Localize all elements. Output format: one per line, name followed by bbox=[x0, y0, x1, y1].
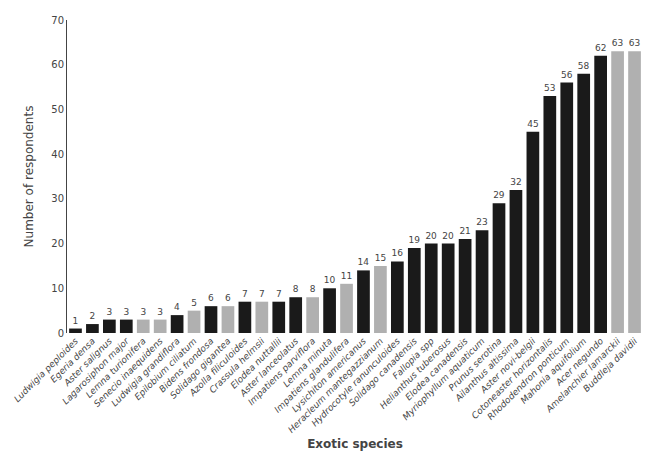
svg-text:60: 60 bbox=[51, 59, 64, 70]
svg-text:40: 40 bbox=[51, 149, 64, 160]
svg-text:3: 3 bbox=[140, 307, 146, 317]
svg-text:23: 23 bbox=[476, 217, 487, 227]
svg-text:Solidago gigantea: Solidago gigantea bbox=[168, 336, 233, 401]
svg-text:20: 20 bbox=[442, 231, 454, 241]
svg-text:Ailanthus altissima: Ailanthus altissima bbox=[453, 336, 521, 404]
svg-text:7: 7 bbox=[276, 289, 282, 299]
svg-text:3: 3 bbox=[123, 307, 129, 317]
svg-text:Hydrocotyle ranunculoides: Hydrocotyle ranunculoides bbox=[310, 336, 403, 429]
svg-text:Lysichiton americanus: Lysichiton americanus bbox=[290, 336, 368, 414]
svg-text:10: 10 bbox=[324, 275, 336, 285]
svg-text:8: 8 bbox=[310, 284, 316, 294]
svg-text:Acer negundo: Acer negundo bbox=[553, 336, 606, 389]
svg-text:4: 4 bbox=[174, 302, 180, 312]
svg-text:21: 21 bbox=[459, 226, 470, 236]
svg-text:Lemna turionifera: Lemna turionifera bbox=[84, 336, 148, 400]
svg-text:Amelanchier lamarckii: Amelanchier lamarckii bbox=[543, 336, 622, 415]
svg-text:16: 16 bbox=[391, 248, 403, 258]
svg-text:6: 6 bbox=[208, 293, 214, 303]
svg-text:63: 63 bbox=[629, 38, 640, 48]
svg-text:10: 10 bbox=[51, 283, 64, 294]
svg-text:Cotoneaster horizontalis: Cotoneaster horizontalis bbox=[470, 336, 555, 421]
svg-text:Egeria densa: Egeria densa bbox=[48, 336, 97, 385]
svg-text:Lemna minuta: Lemna minuta bbox=[281, 336, 334, 389]
svg-text:Prunus serotina: Prunus serotina bbox=[447, 336, 504, 393]
svg-text:14: 14 bbox=[358, 257, 370, 267]
svg-text:3: 3 bbox=[157, 307, 163, 317]
svg-text:Helianthus tuberosus: Helianthus tuberosus bbox=[378, 336, 453, 411]
svg-text:45: 45 bbox=[527, 119, 538, 129]
svg-text:Heracleum mantegazzianum: Heracleum mantegazzianum bbox=[286, 336, 385, 435]
svg-text:Number of respondents: Number of respondents bbox=[22, 106, 36, 248]
svg-text:7: 7 bbox=[242, 289, 248, 299]
svg-text:3: 3 bbox=[106, 307, 112, 317]
svg-text:Aster salignus: Aster salignus bbox=[61, 336, 114, 389]
svg-text:7: 7 bbox=[259, 289, 265, 299]
svg-text:8: 8 bbox=[293, 284, 299, 294]
svg-text:Impatiens parviflora: Impatiens parviflora bbox=[246, 336, 317, 407]
svg-text:Crassula helmsii: Crassula helmsii bbox=[207, 336, 267, 396]
svg-text:29: 29 bbox=[493, 190, 505, 200]
svg-text:58: 58 bbox=[578, 61, 590, 71]
svg-text:Elodea nuttallii: Elodea nuttallii bbox=[229, 336, 284, 391]
svg-text:50: 50 bbox=[51, 104, 64, 115]
svg-text:20: 20 bbox=[51, 238, 64, 249]
svg-text:Epilobium ciliatum: Epilobium ciliatum bbox=[133, 336, 199, 402]
svg-text:19: 19 bbox=[408, 235, 420, 245]
svg-text:Ludwigia grandiflora: Ludwigia grandiflora bbox=[109, 336, 181, 408]
svg-text:56: 56 bbox=[561, 70, 573, 80]
svg-text:Aster lanceolatus: Aster lanceolatus bbox=[237, 336, 300, 399]
svg-text:Rhododendron ponticum: Rhododendron ponticum bbox=[485, 336, 571, 422]
svg-text:Aster novi-belgii: Aster novi-belgii bbox=[478, 336, 538, 396]
svg-text:Exotic species: Exotic species bbox=[307, 437, 403, 451]
svg-text:15: 15 bbox=[375, 253, 386, 263]
svg-text:0: 0 bbox=[58, 328, 64, 339]
svg-text:53: 53 bbox=[544, 83, 555, 93]
svg-text:Elodea canadensis: Elodea canadensis bbox=[403, 336, 470, 403]
svg-text:Fallopia spp: Fallopia spp bbox=[391, 336, 436, 381]
svg-text:Myriophyllum aquaticum: Myriophyllum aquaticum bbox=[401, 336, 487, 422]
svg-text:Solidago canadensis: Solidago canadensis bbox=[347, 336, 419, 408]
svg-text:Senecio inaequidens: Senecio inaequidens bbox=[92, 336, 165, 409]
svg-text:62: 62 bbox=[595, 43, 606, 53]
svg-text:Azolla filiculoides: Azolla filiculoides bbox=[187, 336, 250, 399]
svg-text:Mahonia aquifolium: Mahonia aquifolium bbox=[519, 336, 589, 406]
svg-text:Bidens frondosa: Bidens frondosa bbox=[157, 336, 215, 394]
svg-text:30: 30 bbox=[51, 193, 64, 204]
svg-text:32: 32 bbox=[510, 177, 521, 187]
svg-text:11: 11 bbox=[341, 271, 352, 281]
svg-text:1: 1 bbox=[73, 316, 79, 326]
svg-text:2: 2 bbox=[90, 311, 96, 321]
svg-text:63: 63 bbox=[612, 38, 623, 48]
svg-text:Impatiens glandulifera: Impatiens glandulifera bbox=[272, 336, 351, 415]
svg-text:Buddleja davidii: Buddleja davidii bbox=[581, 336, 639, 394]
svg-text:70: 70 bbox=[51, 15, 64, 26]
svg-text:Ludwigia peploides: Ludwigia peploides bbox=[12, 336, 80, 404]
svg-text:20: 20 bbox=[425, 231, 437, 241]
svg-text:Lagarosiphon major: Lagarosiphon major bbox=[60, 335, 131, 406]
svg-text:5: 5 bbox=[191, 298, 197, 308]
svg-text:6: 6 bbox=[225, 293, 231, 303]
